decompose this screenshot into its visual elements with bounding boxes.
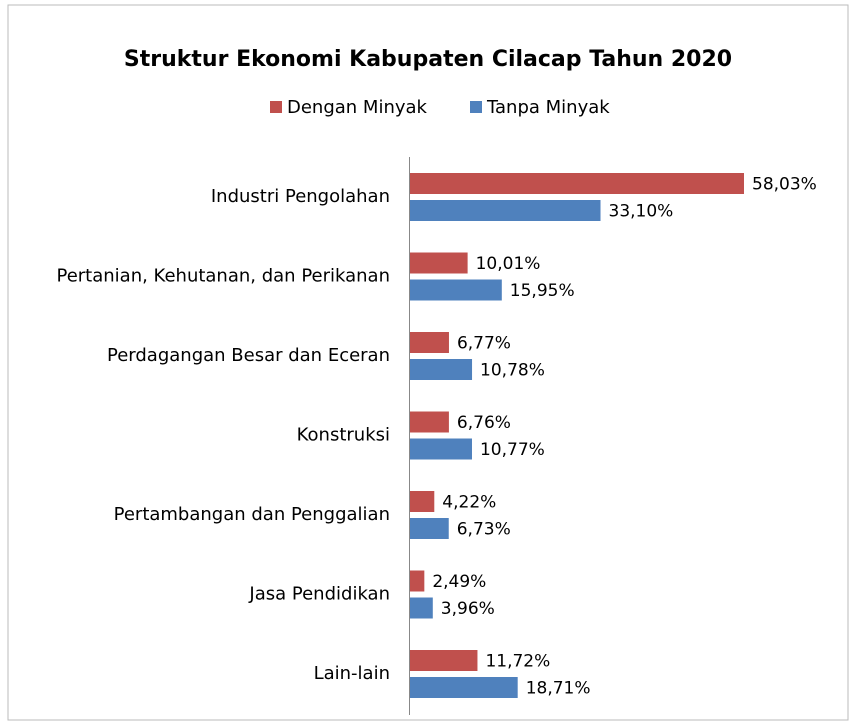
bar bbox=[410, 359, 473, 380]
category-label: Pertanian, Kehutanan, dan Perikanan bbox=[56, 266, 390, 287]
value-label: 11,72% bbox=[485, 652, 550, 672]
category-label: Pertambangan dan Penggalian bbox=[114, 504, 390, 525]
bar bbox=[410, 677, 518, 698]
legend-label: Dengan Minyak bbox=[287, 97, 428, 118]
value-label: 6,76% bbox=[457, 413, 511, 433]
bar bbox=[410, 279, 502, 301]
value-label: 6,77% bbox=[457, 334, 511, 354]
category-label: Industri Pengolahan bbox=[211, 186, 390, 207]
bar bbox=[410, 491, 435, 512]
bar bbox=[410, 173, 744, 194]
value-label: 10,77% bbox=[480, 440, 545, 460]
bar bbox=[410, 200, 601, 221]
legend-swatch bbox=[470, 101, 482, 113]
value-label: 33,10% bbox=[609, 202, 674, 222]
category-label: Konstruksi bbox=[297, 425, 390, 446]
value-label: 58,03% bbox=[752, 175, 817, 195]
bar bbox=[410, 438, 472, 460]
chart-title: Struktur Ekonomi Kabupaten Cilacap Tahun… bbox=[124, 47, 732, 72]
bar bbox=[410, 597, 433, 619]
value-label: 3,96% bbox=[441, 599, 495, 619]
category-label: Perdagangan Besar dan Eceran bbox=[107, 345, 390, 366]
category-label: Jasa Pendidikan bbox=[248, 584, 390, 605]
category-label: Lain-lain bbox=[314, 663, 390, 684]
value-label: 10,78% bbox=[480, 361, 545, 381]
value-label: 15,95% bbox=[510, 281, 575, 301]
value-label: 18,71% bbox=[526, 679, 591, 699]
bar bbox=[410, 332, 449, 353]
bar bbox=[410, 650, 478, 671]
bar bbox=[410, 518, 449, 539]
bar bbox=[410, 570, 425, 592]
value-label: 10,01% bbox=[476, 254, 541, 274]
value-label: 6,73% bbox=[457, 520, 511, 540]
legend-label: Tanpa Minyak bbox=[486, 97, 610, 118]
bar bbox=[410, 411, 449, 433]
legend-swatch bbox=[270, 101, 282, 113]
bar bbox=[410, 252, 468, 274]
value-label: 4,22% bbox=[442, 493, 496, 513]
value-label: 2,49% bbox=[432, 572, 486, 592]
